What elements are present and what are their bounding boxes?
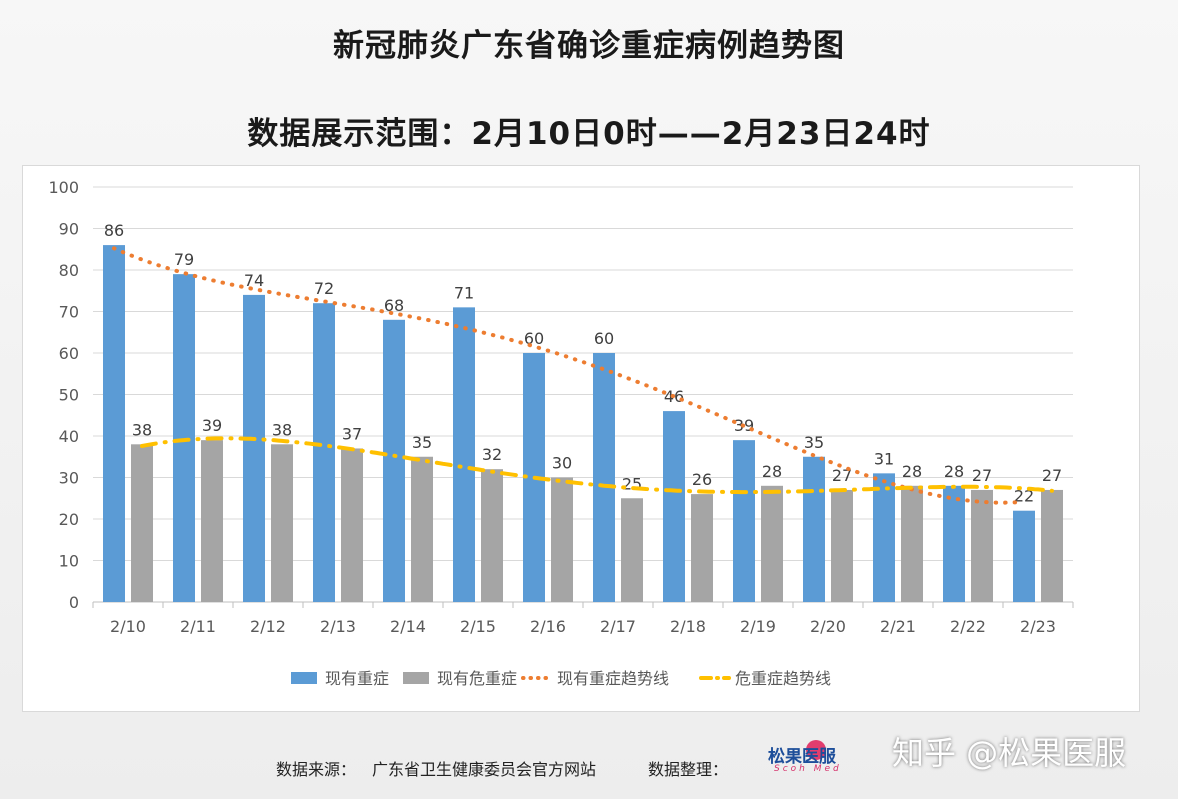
logo-subtext: Scoh Med [774,764,842,774]
y-tick-label: 60 [59,344,79,363]
x-tick-label: 2/20 [810,617,846,636]
data-label: 27 [1042,466,1062,485]
y-tick-label: 90 [59,220,79,239]
data-label: 22 [1014,487,1034,506]
x-tick-label: 2/12 [250,617,286,636]
bar-critical [691,494,713,602]
bar-severe [663,411,685,602]
bar-critical [481,469,503,602]
bar-severe [383,319,405,602]
x-tick-label: 2/17 [600,617,636,636]
logo-text: 松果医服 [768,747,836,767]
bar-critical [901,485,923,602]
x-tick-label: 2/11 [180,617,216,636]
trendline-critical [140,436,1054,495]
data-label: 28 [944,462,964,481]
bar-critical [201,440,223,602]
bar-severe [803,456,825,602]
source-value: 广东省卫生健康委员会官方网站 [372,760,597,779]
data-label: 32 [482,445,502,464]
x-tick-label: 2/10 [110,617,146,636]
bar-severe [313,303,335,602]
data-label: 68 [384,296,404,315]
legend-label: 现有重症趋势线 [557,669,669,688]
bar-critical [131,444,153,602]
data-label: 37 [342,424,362,443]
legend-swatch [291,672,317,684]
data-label: 79 [174,250,194,269]
bar-critical [551,477,573,602]
bar-severe [593,353,615,602]
brand-logo: 松果医服 Scoh Med [768,738,868,782]
data-label: 35 [412,433,432,452]
y-tick-label: 100 [48,178,79,197]
data-label: 38 [132,420,152,439]
data-label: 28 [762,462,782,481]
x-tick-label: 2/14 [390,617,426,636]
legend-swatch [403,672,429,684]
bar-critical [341,448,363,602]
organizer-label: 数据整理： [648,760,729,779]
bar-severe [873,473,895,602]
data-label: 35 [804,433,824,452]
bar-severe [103,245,125,602]
y-tick-label: 50 [59,386,79,405]
y-tick-label: 30 [59,469,79,488]
x-tick-label: 2/13 [320,617,356,636]
legend-label: 危重症趋势线 [735,669,831,688]
data-label: 30 [552,454,572,473]
data-label: 26 [692,470,712,489]
data-label: 86 [104,221,124,240]
x-tick-label: 2/15 [460,617,496,636]
x-tick-label: 2/22 [950,617,986,636]
bar-severe [733,440,755,602]
y-tick-label: 10 [59,552,79,571]
x-tick-label: 2/23 [1020,617,1056,636]
bar-severe [453,307,475,602]
bar-severe [1013,510,1035,602]
bar-critical [271,444,293,602]
y-tick-label: 80 [59,261,79,280]
bar-critical [831,489,853,602]
x-tick-label: 2/21 [880,617,916,636]
y-tick-label: 70 [59,303,79,322]
legend-label: 现有危重症 [437,669,517,688]
data-label: 38 [272,420,292,439]
bar-critical [1041,489,1063,602]
bar-severe [173,274,195,602]
bar-critical [411,456,433,602]
watermark: 知乎 @松果医服 [892,734,1127,772]
data-label: 72 [314,279,334,298]
trend-chart: 0 10 20 30 40 50 60 70 80 90 100 2/10 2/11 2/12 2/13 2/… [48,178,1074,688]
y-tick-label: 0 [69,593,79,612]
data-label: 28 [902,462,922,481]
data-label: 27 [832,466,852,485]
chart-subtitle: 数据展示范围：2月10日0时——2月23日24时 [247,116,931,152]
data-label: 39 [202,416,222,435]
data-label: 60 [524,329,544,348]
bar-critical [761,485,783,602]
chart-container: 0 10 20 30 40 50 60 70 80 90 100 2/10 2/11 2/12 2/13 2/… [22,165,1140,712]
x-tick-label: 2/19 [740,617,776,636]
data-label: 71 [454,283,474,302]
bar-critical [971,489,993,602]
y-tick-label: 20 [59,510,79,529]
data-label: 31 [874,449,894,468]
source-label: 数据来源： [276,760,357,779]
logo-pot-icon [806,740,826,760]
legend-label: 现有重症 [325,669,389,688]
x-tick-label: 2/18 [670,617,706,636]
bar-severe [243,294,265,602]
bar-critical [621,498,643,602]
data-label: 60 [594,329,614,348]
data-label: 27 [972,466,992,485]
data-label: 74 [244,271,264,290]
chart-title: 新冠肺炎广东省确诊重症病例趋势图 [333,28,845,64]
y-tick-label: 40 [59,427,79,446]
x-tick-label: 2/16 [530,617,566,636]
bar-severe [943,485,965,602]
